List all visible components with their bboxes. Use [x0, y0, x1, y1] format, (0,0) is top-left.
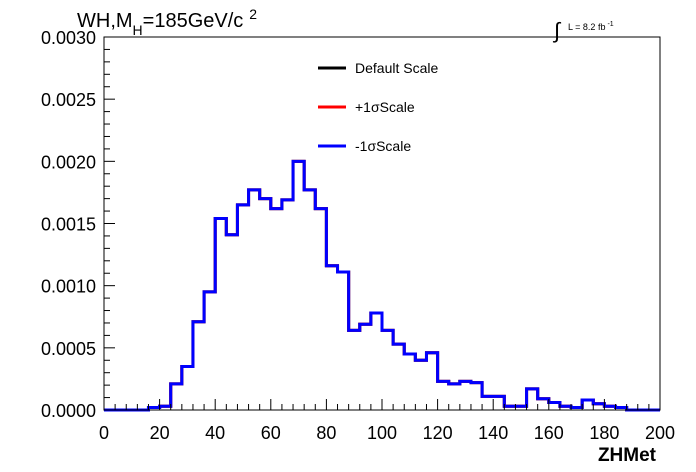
x-tick-label: 40 — [205, 423, 225, 443]
legend: Default Scale +1σScale -1σScale — [318, 60, 438, 154]
chart-title-after: =185GeV/c — [143, 10, 244, 32]
y-tick-label: 0.0030 — [41, 28, 96, 48]
chart-title-superscript: 2 — [249, 6, 257, 22]
y-tick-label: 0.0005 — [41, 339, 96, 359]
x-tick-label: 140 — [478, 423, 508, 443]
luminosity-superscript: -1 — [607, 21, 613, 28]
x-tick-label: 160 — [534, 423, 564, 443]
y-tick-label: 0.0015 — [41, 215, 96, 235]
legend-label-0: Default Scale — [355, 60, 438, 76]
x-axis-label: ZHMet — [598, 445, 657, 466]
axis-ticks — [103, 36, 661, 411]
chart-title-subscript: H — [133, 22, 143, 38]
x-tick-label: 0 — [99, 423, 109, 443]
y-tick-label: 0.0010 — [41, 277, 96, 297]
chart-title: WH,MH=185GeV/c 2 — [77, 6, 257, 38]
y-tick-label: 0.0025 — [41, 90, 96, 110]
integral-symbol: ∫ — [552, 18, 562, 43]
luminosity-value: L = 8.2 fb — [568, 22, 605, 32]
chart-title-base: WH,M — [77, 10, 133, 32]
x-tick-label: 180 — [589, 423, 619, 443]
x-tick-label: 200 — [645, 423, 675, 443]
axis-tick-labels: 0 20 40 60 80 100 120 140 160 180 200 0.0000 0.0005 0… — [41, 28, 675, 443]
luminosity-text: L = 8.2 fb -1 — [568, 21, 614, 32]
legend-label-1: +1σScale — [355, 99, 415, 115]
y-tick-label: 0.0000 — [41, 401, 96, 421]
y-tick-label: 0.0020 — [41, 152, 96, 172]
x-tick-label: 120 — [423, 423, 453, 443]
x-tick-label: 80 — [316, 423, 336, 443]
legend-label-2: -1σScale — [355, 138, 411, 154]
x-tick-label: 20 — [150, 423, 170, 443]
x-tick-label: 100 — [367, 423, 397, 443]
x-tick-label: 60 — [261, 423, 281, 443]
